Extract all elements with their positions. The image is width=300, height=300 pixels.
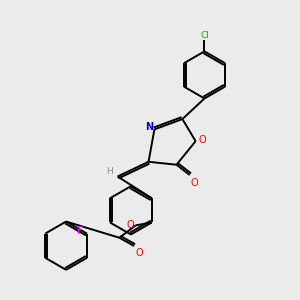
Text: Cl: Cl — [200, 31, 209, 40]
Text: N: N — [145, 122, 153, 132]
Text: F: F — [77, 226, 82, 236]
Text: O: O — [198, 135, 206, 145]
Text: H: H — [106, 167, 113, 176]
Text: O: O — [136, 248, 143, 258]
Text: O: O — [127, 220, 134, 230]
Text: O: O — [190, 178, 198, 188]
